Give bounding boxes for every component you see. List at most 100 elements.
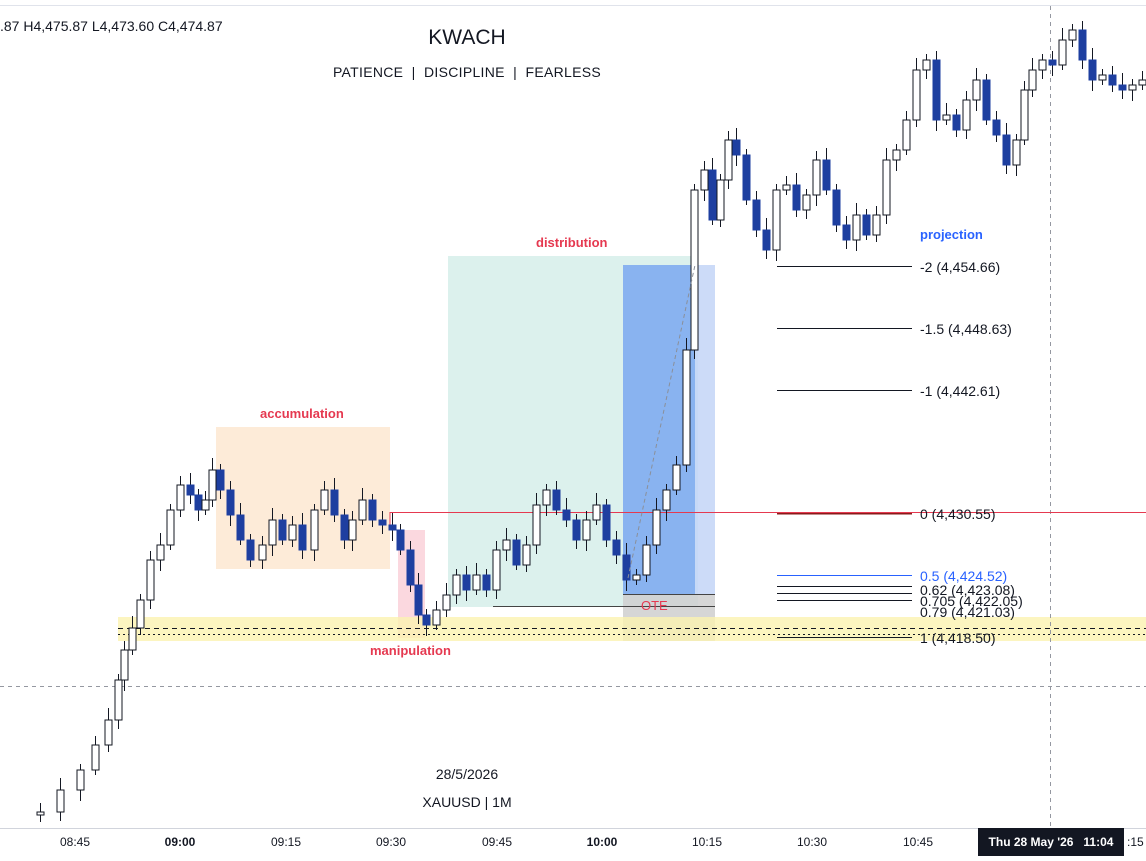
projection-zone-light[interactable] (695, 265, 715, 594)
bear-candle[interactable] (462, 574, 471, 591)
bear-candle[interactable] (1078, 29, 1087, 61)
bull-candle[interactable] (1138, 79, 1146, 86)
bear-candle[interactable] (822, 159, 831, 191)
bull-candle[interactable] (114, 679, 123, 721)
bear-candle[interactable] (378, 519, 387, 526)
bear-candle[interactable] (512, 539, 521, 566)
bear-candle[interactable] (1108, 74, 1117, 86)
bull-candle[interactable] (592, 504, 601, 521)
bear-candle[interactable] (562, 509, 571, 521)
bear-candle[interactable] (862, 214, 871, 236)
bear-candle[interactable] (298, 524, 307, 551)
bull-candle[interactable] (442, 594, 451, 611)
bull-candle[interactable] (782, 184, 791, 191)
bear-candle[interactable] (932, 59, 941, 121)
bull-candle[interactable] (128, 627, 137, 651)
bull-candle[interactable] (1020, 89, 1029, 141)
bear-candle[interactable] (1118, 84, 1127, 91)
bear-candle[interactable] (194, 494, 203, 511)
fibonacci-lines[interactable] (777, 266, 912, 638)
bear-candle[interactable] (236, 514, 245, 541)
bear-candle[interactable] (396, 529, 405, 551)
bull-candle[interactable] (320, 489, 329, 511)
bull-candle[interactable] (492, 549, 501, 591)
bull-candle[interactable] (582, 519, 591, 541)
bear-candle[interactable] (278, 519, 287, 541)
bull-candle[interactable] (502, 539, 511, 551)
bull-candle[interactable] (1128, 84, 1137, 91)
bear-candle[interactable] (572, 519, 581, 541)
bear-candle[interactable] (1002, 134, 1011, 166)
bull-candle[interactable] (288, 524, 297, 541)
bull-candle[interactable] (922, 59, 931, 71)
bull-candle[interactable] (872, 214, 881, 236)
bull-candle[interactable] (1098, 74, 1107, 81)
bear-candle[interactable] (330, 489, 339, 516)
bear-candle[interactable] (732, 139, 741, 156)
bull-candle[interactable] (432, 609, 441, 626)
bear-candle[interactable] (246, 539, 255, 561)
bull-candle[interactable] (268, 519, 277, 546)
bear-candle[interactable] (414, 584, 423, 616)
bear-candle[interactable] (406, 549, 415, 586)
bull-candle[interactable] (1058, 39, 1067, 66)
bull-candle[interactable] (716, 179, 725, 221)
bear-candle[interactable] (992, 119, 1001, 136)
bull-candle[interactable] (772, 189, 781, 251)
bull-candle[interactable] (258, 544, 267, 561)
bull-candle[interactable] (812, 159, 821, 196)
bull-candle[interactable] (176, 484, 185, 511)
bull-candle[interactable] (682, 349, 691, 466)
bull-candle[interactable] (942, 114, 951, 121)
bull-candle[interactable] (310, 509, 319, 551)
bear-candle[interactable] (388, 524, 397, 531)
bull-candle[interactable] (166, 509, 175, 546)
bull-candle[interactable] (56, 789, 65, 813)
bull-candle[interactable] (1028, 69, 1037, 91)
bull-candle[interactable] (1068, 29, 1077, 41)
bull-candle[interactable] (542, 489, 551, 506)
bear-candle[interactable] (832, 189, 841, 226)
bull-candle[interactable] (208, 469, 217, 501)
bear-candle[interactable] (792, 184, 801, 211)
candlesticks[interactable] (36, 21, 1146, 822)
bull-candle[interactable] (652, 509, 661, 546)
bull-candle[interactable] (632, 574, 641, 581)
bull-candle[interactable] (136, 599, 145, 629)
bear-candle[interactable] (612, 539, 621, 556)
bear-candle[interactable] (340, 514, 349, 541)
bull-candle[interactable] (532, 504, 541, 546)
bull-candle[interactable] (724, 139, 733, 181)
bear-candle[interactable] (1088, 59, 1097, 81)
projection-trend-line[interactable] (627, 264, 696, 579)
bull-candle[interactable] (882, 159, 891, 216)
bull-candle[interactable] (146, 559, 155, 601)
bear-candle[interactable] (186, 484, 195, 496)
bull-candle[interactable] (358, 499, 367, 521)
bull-candle[interactable] (156, 544, 165, 561)
bull-candle[interactable] (201, 499, 210, 511)
bull-candle[interactable] (852, 214, 861, 241)
bull-candle[interactable] (912, 69, 921, 121)
bull-candle[interactable] (1012, 139, 1021, 166)
bear-candle[interactable] (552, 489, 561, 511)
bull-candle[interactable] (802, 194, 811, 211)
bear-candle[interactable] (742, 154, 751, 201)
bear-candle[interactable] (602, 504, 611, 541)
bear-candle[interactable] (482, 574, 491, 591)
bear-candle[interactable] (952, 114, 961, 131)
bull-candle[interactable] (972, 79, 981, 101)
bull-candle[interactable] (690, 189, 699, 351)
bull-candle[interactable] (348, 519, 357, 541)
bull-candle[interactable] (104, 719, 113, 746)
bull-candle[interactable] (642, 544, 651, 576)
bull-candle[interactable] (892, 149, 901, 161)
bear-candle[interactable] (622, 554, 631, 581)
bull-candle[interactable] (120, 649, 129, 681)
bull-candle[interactable] (76, 769, 85, 791)
bear-candle[interactable] (216, 469, 225, 491)
bear-candle[interactable] (842, 224, 851, 241)
bull-candle[interactable] (962, 99, 971, 131)
bull-candle[interactable] (452, 574, 461, 596)
